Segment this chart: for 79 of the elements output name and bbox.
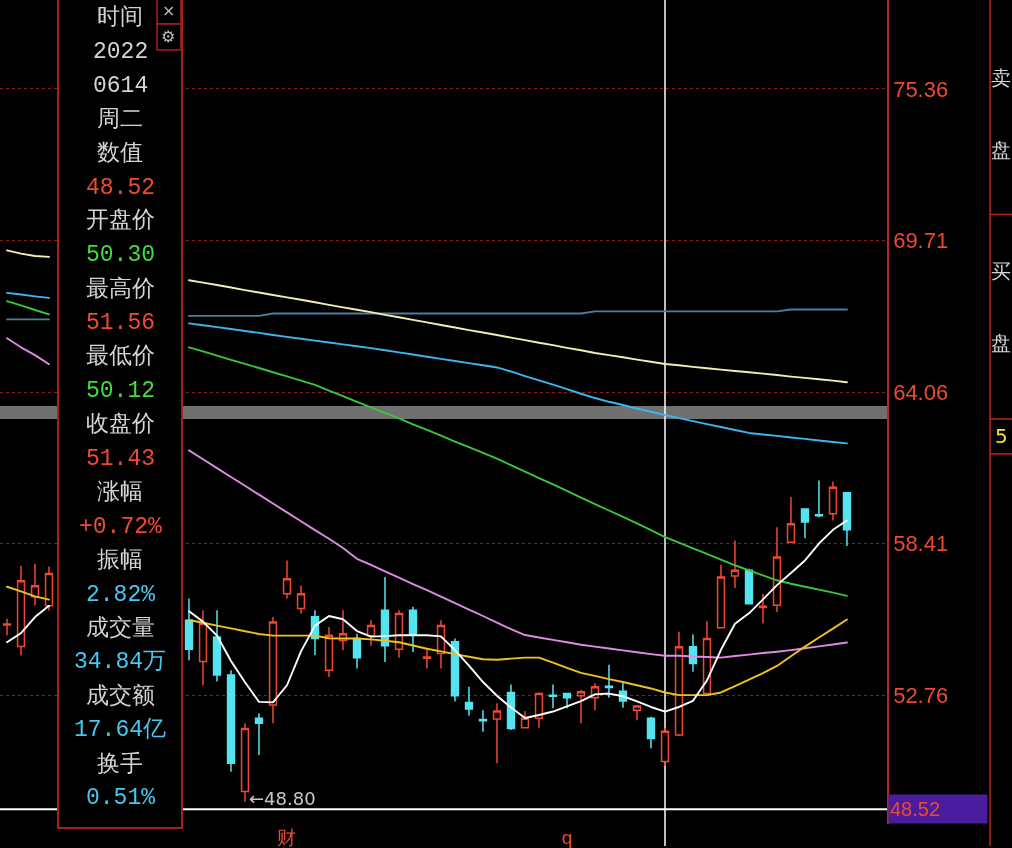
candlestick [786,496,796,544]
ref-line-label: 48.52 [890,798,941,820]
candlestick [324,626,334,678]
annotation: 涨幅 [97,480,143,506]
y-tick-label: 69.71 [893,228,949,254]
annotation: 数值 [97,141,143,167]
y-tick-label: 64.06 [893,379,949,405]
text: 买盘 [991,259,1011,355]
candlestick [282,559,292,600]
candlestick [716,563,726,630]
candlestick [534,691,544,729]
candlestick [464,686,474,717]
candlestick [240,722,250,803]
candlestick [184,597,194,662]
annotation: +0.72% [79,514,163,540]
candlestick [660,726,670,768]
y-tick-label: 58.41 [893,531,949,557]
candlestick [198,609,208,686]
annotation: 成交量 [86,615,155,642]
annotation: 50.12 [86,378,156,404]
annotation: 0614 [93,73,149,99]
candlestick [646,715,656,750]
candlestick [268,616,278,725]
annotation: ←48.80 [249,788,316,809]
annotation: 34.84万 [74,649,167,675]
candlestick [352,632,362,670]
annotation: × [162,1,176,20]
annotation: 振幅 [97,548,143,574]
annotation: 换手 [97,751,143,778]
candlestick [212,609,222,683]
candlestick [226,669,236,773]
x-tick-label: q [561,827,573,848]
candlestick [814,479,824,518]
candlestick [688,633,698,673]
candlestick [800,507,810,539]
annotation: 时间 [97,5,143,31]
candlestick [296,584,306,615]
candlestick [562,692,572,710]
y-tick-label: 52.76 [893,683,949,709]
candlestick [30,562,40,607]
candlestick [478,709,488,733]
candlestick [548,683,558,710]
annotation: 0.51% [86,785,156,811]
candlestick [576,689,586,725]
candlestick [828,480,838,522]
text: 5 [995,424,1008,448]
candlestick [632,704,642,721]
candlestick [44,565,54,612]
candlestick [422,647,432,670]
text: 卖盘 [991,66,1011,162]
annotation: 51.56 [86,310,156,336]
annotation: 17.64亿 [74,717,167,743]
candlestick [366,619,376,647]
x-tick-label: 财 [277,827,297,848]
annotation: 收盘价 [86,412,155,438]
annotation: 开盘价 [86,208,155,234]
annotation: ⚙ [161,27,176,46]
candlestick [674,631,684,737]
candlestick [16,565,26,657]
annotation: 51.43 [86,446,156,472]
candlestick [772,526,782,613]
annotation: 最高价 [86,276,155,303]
candlestick [730,539,740,589]
candlestick [506,683,516,731]
annotation: 2022 [93,39,149,65]
annotation: 周二 [97,107,143,133]
candlestick [380,576,390,663]
candlestick [492,702,502,765]
y-tick-label: 75.36 [893,76,949,102]
annotation: 2.82% [86,582,156,608]
annotation: 最低价 [86,344,155,370]
annotation: 50.30 [86,242,156,268]
candlestick [408,606,418,653]
candlestick [254,712,264,756]
annotation: 48.52 [86,175,156,201]
candlestick [842,491,852,547]
candlestick [758,592,768,625]
candlestick [604,664,614,699]
annotation: 成交额 [86,683,155,710]
